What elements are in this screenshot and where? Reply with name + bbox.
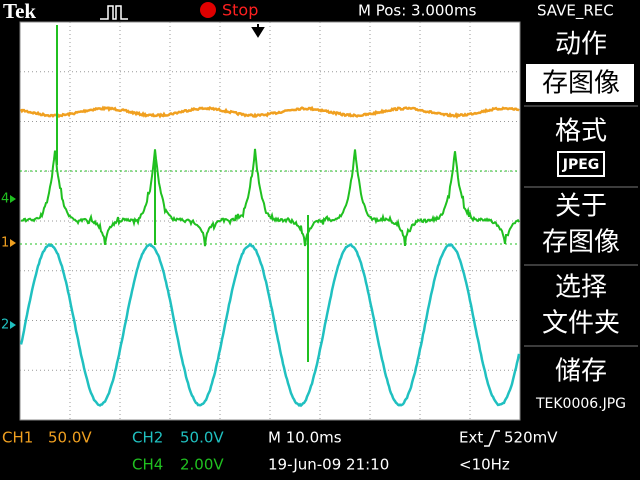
ch1-label: CH1 (2, 429, 33, 447)
ch4-marker: 4 (1, 192, 9, 207)
menu-about[interactable]: 关于 存图像 (542, 192, 620, 258)
run-state: Stop (222, 1, 258, 20)
menu-highlight (526, 64, 634, 102)
stop-indicator (200, 2, 216, 18)
ch4-scale: 2.00V (180, 456, 224, 474)
ch1-arrow (10, 239, 16, 247)
ch1-trace (19, 105, 520, 120)
menu-label: 文件夹 (542, 309, 620, 339)
ch1-marker: 1 (1, 236, 9, 251)
ch2-scale: 50.0V (180, 429, 224, 447)
trigger-level: 520mV (504, 429, 558, 447)
menu-value-box-inner (559, 153, 603, 175)
traces (19, 25, 521, 408)
trigger-source: Ext (459, 429, 483, 447)
menu-title: SAVE_REC (537, 2, 614, 21)
trigger-position-marker (251, 24, 265, 38)
menu-action[interactable]: 动作 存图像 (526, 30, 634, 103)
menu-label: 选择 (555, 273, 607, 303)
menu-format[interactable]: 格式 JPEG (555, 117, 607, 178)
acquire-icon (100, 5, 128, 20)
menu-select-folder[interactable]: 选择 文件夹 (542, 273, 620, 339)
menu-label: 格式 (555, 117, 607, 147)
menu-label: 存图像 (542, 228, 620, 258)
timebase: M 10.0ms (268, 429, 342, 447)
menu-label: 储存 (555, 357, 607, 387)
menu-label: 关于 (555, 192, 607, 222)
trigger-frequency: <10Hz (459, 456, 510, 474)
menu-label: 动作 (555, 30, 607, 60)
menu-value: 存图像 (542, 69, 620, 99)
trigger-slope (484, 430, 500, 447)
menu-file: TEK0006.JPG (535, 396, 626, 412)
brand: Tek (3, 0, 36, 23)
ch4-arrow (10, 195, 16, 203)
menu-save[interactable]: 储存 TEK0006.JPG (535, 357, 626, 413)
ch1-scale: 50.0V (48, 429, 92, 447)
ch2-arrow (10, 321, 16, 329)
menu-value: JPEG (562, 157, 600, 173)
datetime: 19-Jun-09 21:10 (268, 456, 389, 474)
ch2-label: CH2 (132, 429, 163, 447)
ch4-trace (20, 148, 520, 247)
horizontal-position: M Pos: 3.000ms (358, 2, 477, 20)
ch2-marker: 2 (1, 318, 9, 333)
ch4-label: CH4 (132, 456, 163, 474)
ch2-trace (19, 242, 521, 408)
